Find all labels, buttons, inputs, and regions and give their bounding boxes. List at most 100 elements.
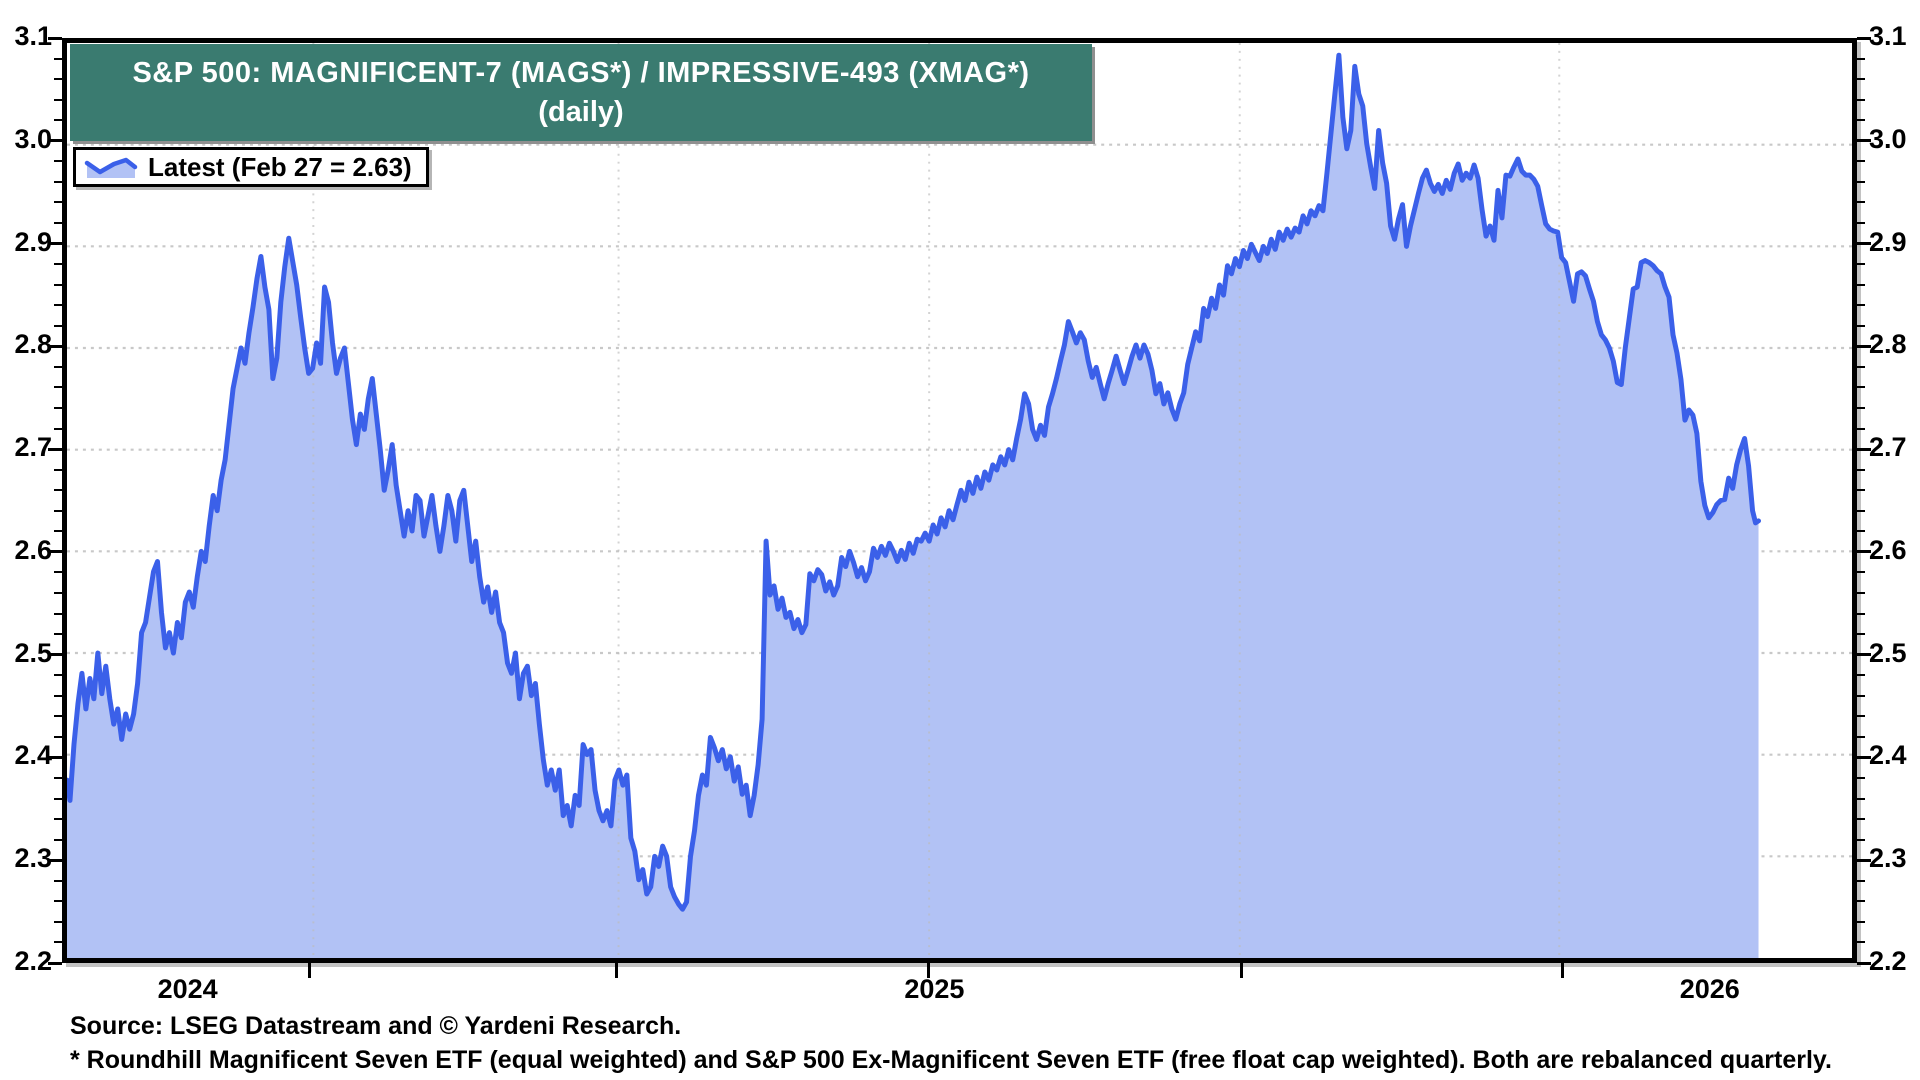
y-tick-label-left: 2.2: [14, 946, 52, 976]
y-minor-tick: [1857, 324, 1865, 327]
y-tick-label-right: 2.6: [1869, 534, 1907, 565]
y-tick-label-left: 2.7: [14, 432, 52, 463]
y-tick-label-left: 2.8: [14, 329, 52, 360]
y-major-tick: [48, 961, 62, 965]
x-tick: [1561, 963, 1565, 978]
chart-title-banner: S&P 500: MAGNIFICENT-7 (MAGS*) / IMPRESS…: [70, 44, 1092, 141]
y-minor-tick: [1857, 509, 1865, 512]
y-minor-tick: [1857, 263, 1865, 266]
definition-note: * Roundhill Magnificent Seven ETF (equal…: [70, 1046, 1832, 1074]
y-minor-tick: [54, 715, 62, 718]
y-minor-tick: [1857, 694, 1865, 697]
x-tick: [308, 963, 312, 978]
y-tick-label-left: 2.9: [14, 226, 52, 257]
y-minor-tick: [1857, 468, 1865, 471]
plot-area: [62, 38, 1857, 963]
y-minor-tick: [54, 879, 62, 882]
y-major-tick: [48, 653, 62, 657]
y-major-tick: [48, 755, 62, 759]
y-minor-tick: [1857, 941, 1865, 944]
y-minor-tick: [54, 180, 62, 183]
y-tick-label-right: 3.1: [1869, 21, 1907, 51]
y-major-tick: [1857, 447, 1871, 451]
y-minor-tick: [1857, 57, 1865, 60]
y-minor-tick: [54, 407, 62, 409]
y-tick-label-left: 3.1: [14, 21, 52, 51]
y-minor-tick: [54, 324, 62, 327]
y-minor-tick: [1857, 222, 1865, 224]
y-minor-tick: [54, 797, 62, 800]
y-major-tick: [1857, 36, 1871, 40]
y-minor-tick: [1857, 633, 1865, 636]
y-minor-tick: [1857, 777, 1865, 779]
y-minor-tick: [1857, 797, 1865, 800]
x-year-label: 2025: [904, 974, 965, 1004]
y-minor-tick: [54, 222, 62, 224]
source-note: Source: LSEG Datastream and © Yardeni Re…: [70, 1012, 682, 1040]
y-minor-tick: [1857, 674, 1865, 677]
y-minor-tick: [1857, 838, 1865, 841]
y-tick-label-right: 2.9: [1869, 226, 1907, 257]
y-minor-tick: [54, 427, 62, 430]
y-minor-tick: [54, 818, 62, 821]
chart-title-line2: (daily): [538, 95, 624, 128]
y-tick-label-right: 2.7: [1869, 432, 1907, 463]
y-minor-tick: [54, 592, 62, 594]
y-tick-label-left: 2.5: [14, 637, 52, 668]
y-major-tick: [48, 550, 62, 554]
y-minor-tick: [54, 386, 62, 389]
y-minor-tick: [1857, 283, 1865, 286]
y-minor-tick: [54, 304, 62, 307]
y-minor-tick: [1857, 160, 1865, 163]
x-year-label: 2024: [157, 974, 218, 1004]
legend-label: Latest (Feb 27 = 2.63): [148, 151, 412, 182]
y-major-tick: [1857, 755, 1871, 759]
y-minor-tick: [54, 777, 62, 779]
y-minor-tick: [1857, 365, 1865, 368]
y-minor-tick: [54, 612, 62, 615]
y-minor-tick: [1857, 201, 1865, 204]
y-tick-label-left: 3.0: [14, 123, 52, 154]
y-minor-tick: [54, 119, 62, 122]
ratio-area-chart: [67, 43, 1852, 958]
x-tick: [615, 963, 619, 978]
legend-box: Latest (Feb 27 = 2.63): [73, 147, 429, 187]
y-tick-label-right: 2.5: [1869, 637, 1907, 668]
y-minor-tick: [1857, 571, 1865, 574]
chart-title-line1: S&P 500: MAGNIFICENT-7 (MAGS*) / IMPRESS…: [132, 56, 1030, 89]
y-major-tick: [1857, 242, 1871, 246]
y-major-tick: [48, 344, 62, 348]
y-minor-tick: [54, 530, 62, 533]
y-minor-tick: [1857, 304, 1865, 307]
y-minor-tick: [54, 283, 62, 286]
y-minor-tick: [1857, 735, 1865, 738]
y-minor-tick: [1857, 180, 1865, 183]
y-major-tick: [1857, 961, 1871, 965]
y-minor-tick: [1857, 818, 1865, 821]
y-minor-tick: [54, 920, 62, 923]
y-minor-tick: [1857, 427, 1865, 430]
y-minor-tick: [1857, 715, 1865, 718]
y-tick-label-left: 2.3: [14, 843, 52, 874]
x-tick: [927, 963, 931, 978]
y-minor-tick: [1857, 78, 1865, 81]
y-minor-tick: [54, 941, 62, 944]
y-minor-tick: [54, 78, 62, 81]
y-tick-label-right: 2.4: [1869, 740, 1907, 771]
y-minor-tick: [54, 468, 62, 471]
y-major-tick: [48, 447, 62, 451]
y-major-tick: [48, 242, 62, 246]
y-tick-label-right: 2.2: [1869, 946, 1907, 976]
y-minor-tick: [1857, 920, 1865, 923]
y-minor-tick: [1857, 592, 1865, 594]
y-minor-tick: [1857, 900, 1865, 903]
y-tick-label-left: 2.6: [14, 534, 52, 565]
y-minor-tick: [54, 674, 62, 677]
y-minor-tick: [1857, 879, 1865, 882]
y-major-tick: [1857, 139, 1871, 143]
y-minor-tick: [1857, 98, 1865, 101]
y-major-tick: [1857, 344, 1871, 348]
y-major-tick: [1857, 653, 1871, 657]
y-minor-tick: [54, 694, 62, 697]
